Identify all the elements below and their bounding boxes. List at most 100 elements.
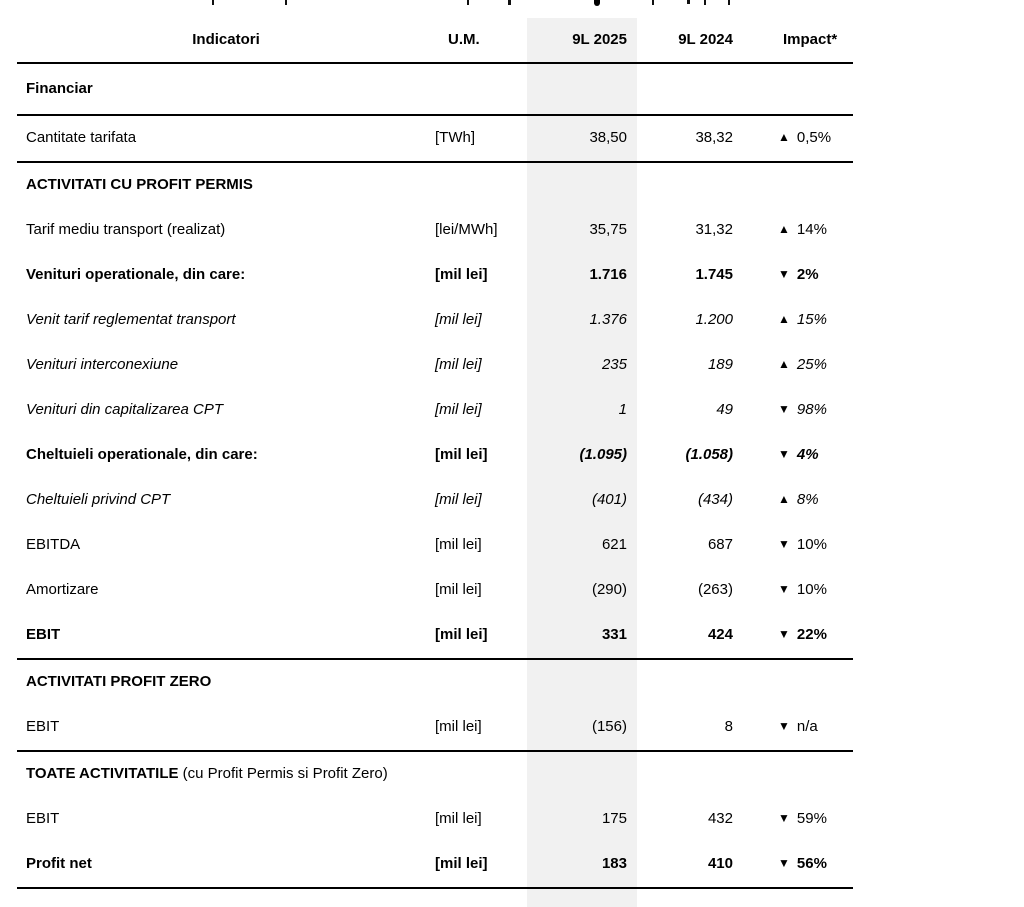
unit-label: [mil lei] — [435, 718, 482, 736]
impact-value: 98% — [796, 401, 827, 419]
section-header: Financiar — [17, 79, 853, 98]
indicator-label: Venituri din capitalizarea CPT — [26, 401, 224, 419]
impact-value: n/a — [796, 718, 818, 736]
section-header-row: ACTIVITATI PROFIT ZERO — [17, 660, 853, 705]
impact-cell: ▲ 8% — [737, 492, 853, 509]
value-9l-2025: 235 — [601, 356, 627, 374]
value-9l-2025: 331 — [601, 626, 627, 644]
value-9l-2025: 621 — [601, 536, 627, 554]
impact-up-icon: ▲ — [778, 130, 790, 145]
table-body: Financiar Cantitate tarifata [TWh] 38,50 38,… — [17, 64, 853, 889]
impact-value: 0,5% — [796, 129, 832, 147]
column-header-9l-2025: 9L 2025 — [572, 30, 627, 48]
impact-value: 10% — [796, 581, 827, 599]
impact-cell: ▼ 59% — [737, 811, 853, 828]
indicator-label: Profit net — [26, 855, 92, 873]
impact-cell: ▲ 0,5% — [737, 130, 853, 147]
value-9l-2024: 424 — [707, 626, 733, 644]
value-9l-2024: (1.058) — [685, 446, 733, 464]
indicator-label: EBIT — [26, 810, 60, 828]
value-9l-2025: (290) — [591, 581, 627, 599]
table-row: Amortizare [mil lei] (290) (263) ▼ 10% — [17, 568, 853, 613]
unit-label: [mil lei] — [435, 266, 488, 284]
impact-down-icon: ▼ — [778, 856, 790, 871]
financial-indicators-table: Indicatori U.M. 9L 2025 9L 2024 Impact* … — [17, 18, 853, 889]
table-row: Venituri operationale, din care: [mil lei… — [17, 253, 853, 298]
unit-label: [mil lei] — [435, 446, 488, 464]
value-9l-2024: 31,32 — [695, 221, 733, 239]
unit-label: [mil lei] — [435, 311, 482, 329]
value-9l-2025: 1 — [618, 401, 627, 419]
unit-label: [mil lei] — [435, 536, 482, 554]
column-header-indicatori: Indicatori — [192, 30, 260, 48]
value-9l-2024: 8 — [724, 718, 733, 736]
impact-down-icon: ▼ — [778, 582, 790, 597]
column-header-impact: Impact* — [783, 30, 838, 48]
impact-value: 22% — [796, 626, 827, 644]
value-9l-2025: 38,50 — [589, 129, 627, 147]
unit-label: [mil lei] — [435, 491, 482, 509]
table-row: Cheltuieli operationale, din care: [mil l… — [17, 433, 853, 478]
value-9l-2025: 1.376 — [589, 311, 627, 329]
section-header: TOATE ACTIVITATILE (cu Profit Permis si … — [17, 766, 853, 783]
impact-down-icon: ▼ — [778, 811, 790, 826]
column-header-9l-2024: 9L 2024 — [678, 30, 733, 48]
section-header-row: TOATE ACTIVITATILE (cu Profit Permis si … — [17, 752, 853, 797]
indicator-label: Amortizare — [26, 581, 99, 599]
unit-label: [mil lei] — [435, 581, 482, 599]
impact-down-icon: ▼ — [778, 447, 790, 462]
impact-up-icon: ▲ — [778, 492, 790, 507]
table-header-row: Indicatori U.M. 9L 2025 9L 2024 Impact* — [17, 18, 853, 64]
impact-value: 8% — [796, 491, 819, 509]
impact-cell: ▼ 56% — [737, 856, 853, 873]
impact-up-icon: ▲ — [778, 312, 790, 327]
impact-value: 14% — [796, 221, 827, 239]
impact-cell: ▲ 25% — [737, 357, 853, 374]
table-row: Tarif mediu transport (realizat) [lei/MWh… — [17, 208, 853, 253]
impact-cell: ▼ 2% — [737, 267, 853, 284]
unit-label: [mil lei] — [435, 356, 482, 374]
table-row: Profit net [mil lei] 183 410 ▼ 56% — [17, 842, 853, 889]
value-9l-2024: 410 — [707, 855, 733, 873]
value-9l-2024: 189 — [707, 356, 733, 374]
indicator-label: Cheltuieli operationale, din care: — [26, 446, 258, 464]
table-row: Venituri interconexiune [mil lei] 235 189 ▲ 2… — [17, 343, 853, 388]
section-header-row: Financiar — [17, 64, 853, 116]
unit-label: [lei/MWh] — [435, 221, 498, 239]
indicator-label: Venit tarif reglementat transport — [26, 311, 236, 329]
value-9l-2024: 49 — [716, 401, 733, 419]
impact-value: 4% — [796, 446, 819, 464]
value-9l-2024: 687 — [707, 536, 733, 554]
value-9l-2024: 1.200 — [695, 311, 733, 329]
unit-label: [mil lei] — [435, 626, 488, 644]
value-9l-2024: (263) — [697, 581, 733, 599]
indicator-label: EBIT — [26, 718, 60, 736]
unit-label: [mil lei] — [435, 810, 482, 828]
impact-down-icon: ▼ — [778, 267, 790, 282]
section-title: ACTIVITATI PROFIT ZERO — [26, 673, 212, 691]
section-title: TOATE ACTIVITATILE — [26, 765, 179, 783]
current-period-highlight — [527, 18, 637, 907]
value-9l-2024: 38,32 — [695, 129, 733, 147]
table-row: Cheltuieli privind CPT [mil lei] (401) (434… — [17, 478, 853, 523]
section-header: ACTIVITATI CU PROFIT PERMIS — [17, 177, 853, 194]
table-row: EBIT [mil lei] 331 424 ▼ 22% — [17, 613, 853, 660]
impact-cell: ▼ n/a — [737, 719, 853, 736]
unit-label: [TWh] — [435, 129, 475, 147]
section-subtitle: (cu Profit Permis si Profit Zero) — [178, 765, 388, 783]
value-9l-2024: 1.745 — [695, 266, 733, 284]
impact-value: 56% — [796, 855, 827, 873]
value-9l-2024: 432 — [707, 810, 733, 828]
value-9l-2025: 35,75 — [589, 221, 627, 239]
section-header: ACTIVITATI PROFIT ZERO — [17, 674, 853, 691]
table-row: Cantitate tarifata [TWh] 38,50 38,32 ▲ 0,5% — [17, 116, 853, 163]
impact-value: 59% — [796, 810, 827, 828]
value-9l-2024: (434) — [697, 491, 733, 509]
unit-label: [mil lei] — [435, 855, 488, 873]
impact-value: 25% — [796, 356, 827, 374]
indicator-label: Tarif mediu transport (realizat) — [26, 221, 226, 239]
column-header-um: U.M. — [448, 30, 480, 48]
section-title: Financiar — [26, 79, 93, 97]
table-row: Venituri din capitalizarea CPT [mil lei] 1… — [17, 388, 853, 433]
impact-cell: ▼ 10% — [737, 537, 853, 554]
